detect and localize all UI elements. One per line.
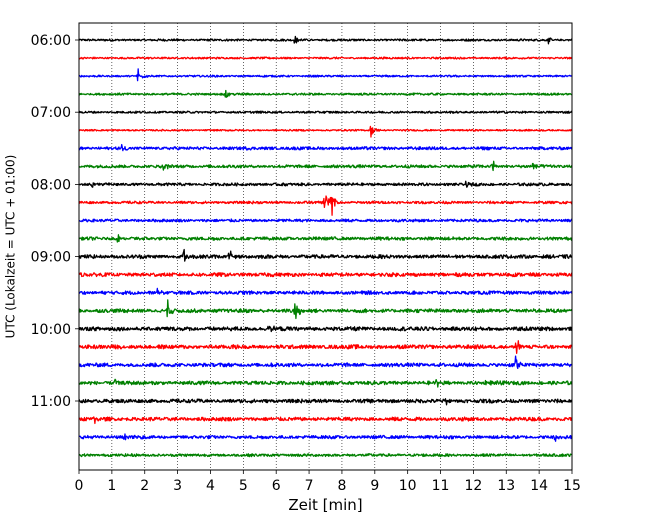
trace-1015 (78, 340, 573, 354)
x-tick-label-12: 12 (464, 478, 482, 494)
x-tick-label-14: 14 (530, 478, 548, 494)
trace-1000 (78, 325, 573, 333)
trace-1045 (78, 378, 573, 388)
trace-0600 (78, 35, 573, 45)
trace-1145 (78, 453, 573, 458)
y-tick-label-0800: 08:00 (31, 177, 71, 193)
plot-frame (78, 22, 573, 471)
x-tick-label-2: 2 (140, 478, 149, 494)
x-tick-label-4: 4 (206, 478, 215, 494)
x-tick-label-15: 15 (563, 478, 581, 494)
trace-1030 (78, 355, 573, 370)
y-tick-label-0700: 07:00 (31, 105, 71, 121)
trace-1115 (78, 416, 573, 425)
x-tick-label-13: 13 (497, 478, 515, 494)
x-tick-label-6: 6 (272, 478, 281, 494)
trace-0845 (78, 234, 573, 243)
y-tick-label-0600: 06:00 (31, 33, 71, 49)
trace-0745 (78, 160, 573, 172)
x-tick-label-11: 11 (432, 478, 450, 494)
trace-0630 (78, 68, 573, 82)
x-tick-label-8: 8 (337, 478, 346, 494)
y-tick-label-0900: 09:00 (31, 250, 71, 266)
x-tick-label-1: 1 (107, 478, 116, 494)
trace-0915 (78, 272, 573, 278)
trace-0715 (78, 125, 573, 138)
x-axis-label: Zeit [min] (288, 496, 362, 514)
x-tick-label-7: 7 (305, 478, 314, 494)
trace-0615 (78, 56, 573, 60)
trace-1130 (78, 433, 573, 442)
trace-1100 (78, 398, 573, 406)
trace-0815 (78, 195, 573, 216)
x-tick-label-3: 3 (173, 478, 182, 494)
x-tick-label-9: 9 (370, 478, 379, 494)
seismogram-traces (78, 35, 573, 458)
trace-0645 (78, 89, 573, 98)
x-axis-ticks: 0 1 2 3 4 5 6 7 8 9 10 11 12 13 14 15 (75, 470, 581, 494)
y-tick-label-1000: 10:00 (31, 322, 71, 338)
x-tick-label-5: 5 (239, 478, 248, 494)
x-tick-label-10: 10 (399, 478, 417, 494)
trace-0900 (78, 248, 573, 262)
trace-0945 (78, 299, 573, 320)
trace-0800 (78, 180, 573, 188)
x-tick-label-0: 0 (75, 478, 84, 494)
y-axis-label: UTC (Lokalzeit = UTC + 01:00) (4, 155, 18, 339)
y-tick-label-1100: 11:00 (31, 394, 71, 410)
vertical-gridlines (111, 23, 540, 470)
trace-0730 (78, 143, 573, 152)
y-axis-ticks: 06:00 07:00 08:00 09:00 10:00 11:00 (31, 33, 79, 410)
trace-0700 (78, 110, 573, 114)
trace-0830 (78, 218, 573, 223)
trace-0930 (78, 287, 573, 296)
